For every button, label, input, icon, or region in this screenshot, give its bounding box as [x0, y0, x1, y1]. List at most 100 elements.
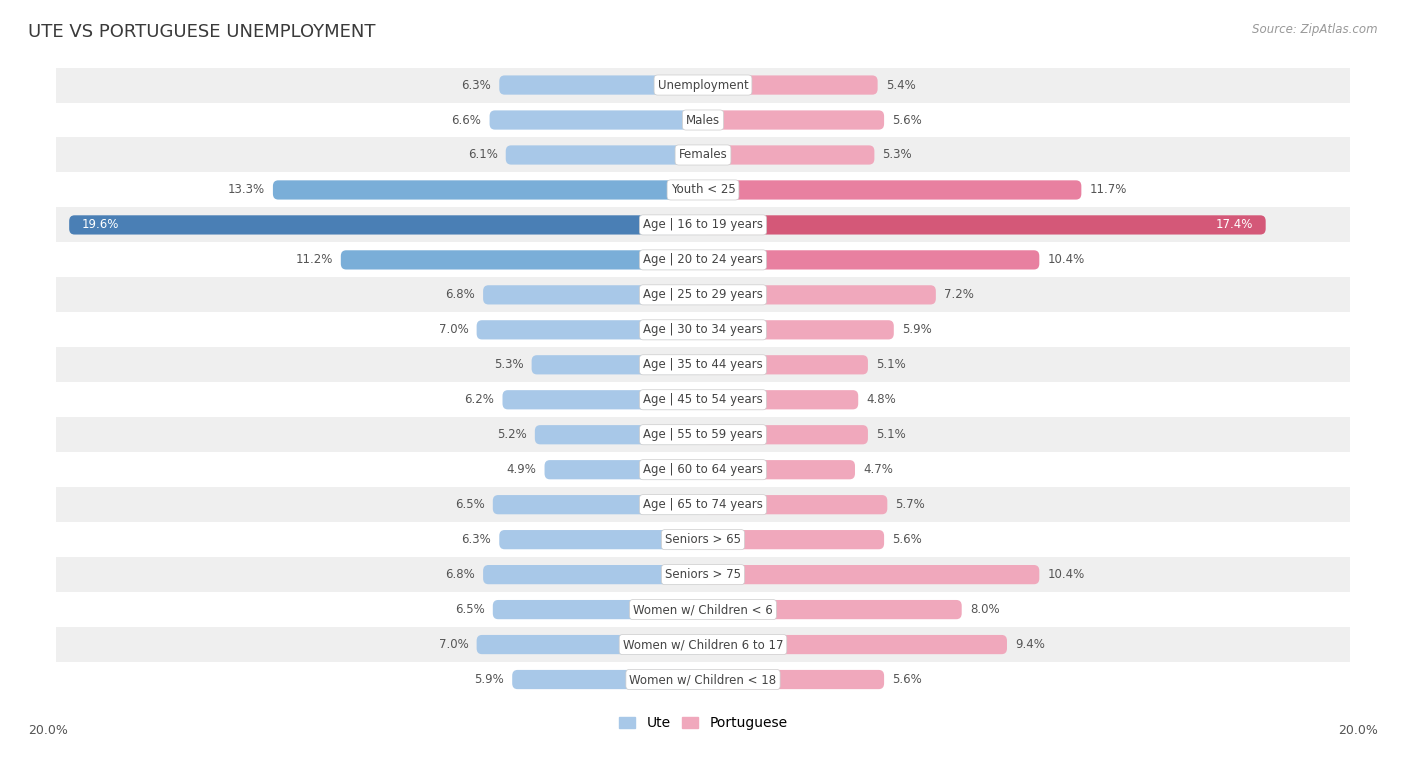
Text: Age | 65 to 74 years: Age | 65 to 74 years: [643, 498, 763, 511]
Text: 10.4%: 10.4%: [1047, 254, 1084, 266]
Text: 4.7%: 4.7%: [863, 463, 893, 476]
Text: 20.0%: 20.0%: [28, 724, 67, 737]
Text: 5.1%: 5.1%: [876, 358, 905, 371]
Bar: [56, 277, 1350, 313]
Text: 5.4%: 5.4%: [886, 79, 915, 92]
FancyBboxPatch shape: [703, 251, 1039, 269]
Bar: [56, 592, 1350, 627]
Text: Males: Males: [686, 114, 720, 126]
FancyBboxPatch shape: [506, 145, 703, 164]
Text: 5.6%: 5.6%: [893, 114, 922, 126]
FancyBboxPatch shape: [703, 111, 884, 129]
Text: Women w/ Children < 18: Women w/ Children < 18: [630, 673, 776, 686]
Text: 7.2%: 7.2%: [943, 288, 974, 301]
Text: 13.3%: 13.3%: [228, 183, 264, 197]
Bar: [56, 207, 1350, 242]
FancyBboxPatch shape: [494, 495, 703, 514]
Bar: [56, 627, 1350, 662]
Text: 5.6%: 5.6%: [893, 533, 922, 546]
FancyBboxPatch shape: [703, 285, 936, 304]
FancyBboxPatch shape: [494, 600, 703, 619]
FancyBboxPatch shape: [703, 390, 858, 410]
FancyBboxPatch shape: [703, 425, 868, 444]
Bar: [56, 242, 1350, 277]
FancyBboxPatch shape: [499, 76, 703, 95]
FancyBboxPatch shape: [703, 670, 884, 689]
FancyBboxPatch shape: [484, 285, 703, 304]
Text: Females: Females: [679, 148, 727, 161]
Text: 7.0%: 7.0%: [439, 323, 468, 336]
FancyBboxPatch shape: [69, 215, 703, 235]
Text: 6.6%: 6.6%: [451, 114, 481, 126]
Bar: [56, 557, 1350, 592]
Text: UTE VS PORTUGUESE UNEMPLOYMENT: UTE VS PORTUGUESE UNEMPLOYMENT: [28, 23, 375, 41]
Text: 9.4%: 9.4%: [1015, 638, 1045, 651]
Text: 5.9%: 5.9%: [901, 323, 932, 336]
FancyBboxPatch shape: [703, 180, 1081, 200]
FancyBboxPatch shape: [703, 530, 884, 550]
Text: 17.4%: 17.4%: [1215, 219, 1253, 232]
Text: Age | 55 to 59 years: Age | 55 to 59 years: [643, 428, 763, 441]
Text: 5.6%: 5.6%: [893, 673, 922, 686]
Text: 6.5%: 6.5%: [456, 498, 485, 511]
Bar: [56, 452, 1350, 488]
Text: Women w/ Children < 6: Women w/ Children < 6: [633, 603, 773, 616]
Text: 6.3%: 6.3%: [461, 79, 491, 92]
Text: 11.7%: 11.7%: [1090, 183, 1126, 197]
Bar: [56, 313, 1350, 347]
Text: Age | 20 to 24 years: Age | 20 to 24 years: [643, 254, 763, 266]
FancyBboxPatch shape: [703, 145, 875, 164]
FancyBboxPatch shape: [703, 215, 1265, 235]
FancyBboxPatch shape: [534, 425, 703, 444]
Bar: [56, 662, 1350, 697]
FancyBboxPatch shape: [273, 180, 703, 200]
Text: Women w/ Children 6 to 17: Women w/ Children 6 to 17: [623, 638, 783, 651]
Bar: [56, 67, 1350, 102]
Text: 11.2%: 11.2%: [295, 254, 333, 266]
Text: 4.8%: 4.8%: [866, 394, 896, 407]
Bar: [56, 347, 1350, 382]
FancyBboxPatch shape: [512, 670, 703, 689]
FancyBboxPatch shape: [531, 355, 703, 375]
FancyBboxPatch shape: [703, 600, 962, 619]
FancyBboxPatch shape: [703, 355, 868, 375]
Bar: [56, 522, 1350, 557]
Text: 5.1%: 5.1%: [876, 428, 905, 441]
Text: 10.4%: 10.4%: [1047, 568, 1084, 581]
Text: 5.9%: 5.9%: [474, 673, 505, 686]
Text: Age | 45 to 54 years: Age | 45 to 54 years: [643, 394, 763, 407]
Text: Age | 30 to 34 years: Age | 30 to 34 years: [643, 323, 763, 336]
Text: 6.8%: 6.8%: [446, 288, 475, 301]
Text: Source: ZipAtlas.com: Source: ZipAtlas.com: [1253, 23, 1378, 36]
Text: 6.2%: 6.2%: [464, 394, 495, 407]
Bar: [56, 382, 1350, 417]
FancyBboxPatch shape: [703, 495, 887, 514]
Bar: [56, 173, 1350, 207]
FancyBboxPatch shape: [544, 460, 703, 479]
Bar: [56, 488, 1350, 522]
FancyBboxPatch shape: [477, 635, 703, 654]
Text: Age | 16 to 19 years: Age | 16 to 19 years: [643, 219, 763, 232]
Text: 6.5%: 6.5%: [456, 603, 485, 616]
Text: 4.9%: 4.9%: [506, 463, 537, 476]
Text: 5.3%: 5.3%: [494, 358, 523, 371]
Text: Age | 60 to 64 years: Age | 60 to 64 years: [643, 463, 763, 476]
Text: 7.0%: 7.0%: [439, 638, 468, 651]
Text: 6.8%: 6.8%: [446, 568, 475, 581]
FancyBboxPatch shape: [340, 251, 703, 269]
Text: Age | 35 to 44 years: Age | 35 to 44 years: [643, 358, 763, 371]
Text: 5.2%: 5.2%: [496, 428, 527, 441]
Text: 6.1%: 6.1%: [468, 148, 498, 161]
Legend: Ute, Portuguese: Ute, Portuguese: [613, 711, 793, 736]
FancyBboxPatch shape: [502, 390, 703, 410]
Text: 19.6%: 19.6%: [82, 219, 120, 232]
FancyBboxPatch shape: [703, 565, 1039, 584]
Text: 6.3%: 6.3%: [461, 533, 491, 546]
Text: Unemployment: Unemployment: [658, 79, 748, 92]
Text: Seniors > 65: Seniors > 65: [665, 533, 741, 546]
FancyBboxPatch shape: [477, 320, 703, 339]
Text: Youth < 25: Youth < 25: [671, 183, 735, 197]
Text: 20.0%: 20.0%: [1339, 724, 1378, 737]
FancyBboxPatch shape: [703, 635, 1007, 654]
FancyBboxPatch shape: [489, 111, 703, 129]
